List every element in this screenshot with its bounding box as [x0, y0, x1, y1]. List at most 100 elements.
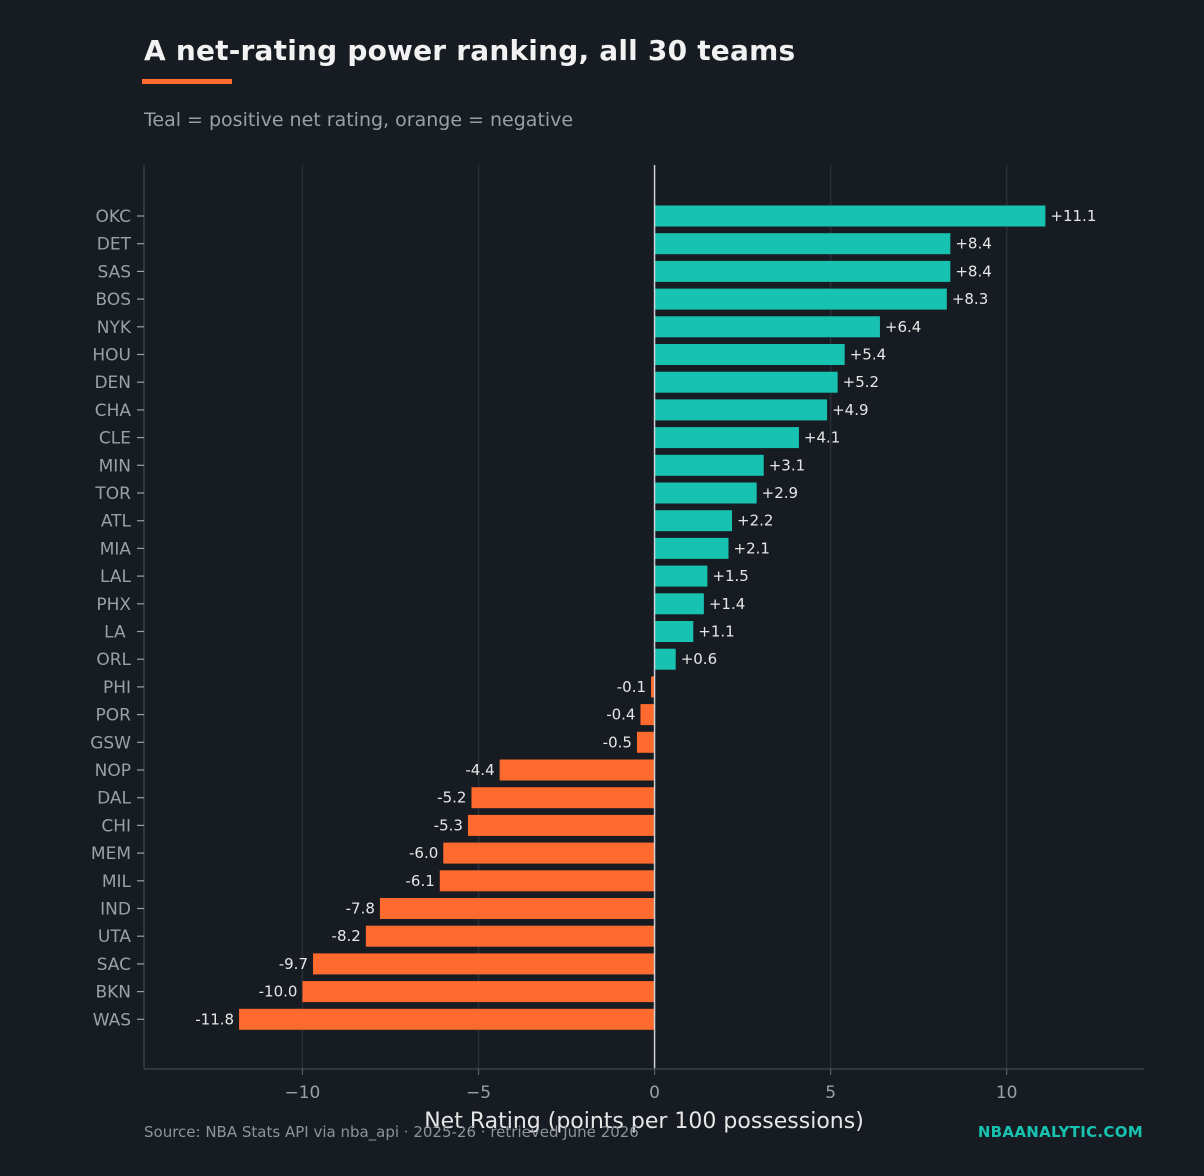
bar-atl	[654, 510, 733, 532]
value-label: -5.3	[434, 816, 463, 834]
value-label: -6.0	[409, 844, 438, 862]
x-axis-title: Net Rating (points per 100 possessions)	[424, 1109, 864, 1134]
value-label: +5.2	[843, 373, 879, 391]
y-tick-label: MEM	[91, 844, 131, 864]
bar-tor	[654, 482, 757, 504]
value-label: -6.1	[405, 872, 434, 890]
value-label: +8.4	[955, 235, 991, 253]
bar-nop	[499, 759, 655, 781]
x-tick-label: −5	[466, 1083, 491, 1103]
y-tick-label: SAS	[97, 262, 131, 282]
value-label: +3.1	[769, 456, 805, 474]
axes: −10 −5 0 5 10 OKC DET SAS BOS NYK HOU DEN CHA CLE MIN T…	[90, 165, 1144, 1103]
bar-orl	[654, 648, 676, 670]
bar-sas	[654, 260, 951, 282]
value-labels: +11.1 +8.4 +8.4 +8.3 +6.4 +5.4 +5.2 +4.9 +4.1 +3.…	[195, 207, 1096, 1028]
bar-cha	[654, 399, 828, 421]
value-label: +1.4	[709, 595, 745, 613]
title-accent-underline	[142, 79, 232, 84]
value-label: +8.3	[952, 290, 988, 308]
y-tick-label: DET	[97, 235, 132, 255]
value-label: -10.0	[259, 983, 298, 1001]
value-label: +2.1	[734, 539, 770, 557]
bar-por	[640, 704, 655, 726]
y-tick-label: TOR	[94, 484, 131, 504]
value-label: +11.1	[1050, 207, 1096, 225]
bar-bos	[654, 288, 947, 310]
y-tick-label: LA	[104, 623, 131, 643]
bar-mem	[443, 842, 655, 864]
value-label: -0.5	[603, 733, 632, 751]
y-tick-label: BOS	[95, 290, 131, 310]
y-tick-label: DEN	[94, 373, 131, 393]
bar-mil	[439, 870, 655, 892]
bars	[239, 205, 1046, 1030]
y-tick-label: WAS	[93, 1010, 131, 1030]
y-tick-label: POR	[96, 706, 132, 726]
bar-bkn	[302, 981, 655, 1003]
bar-det	[654, 233, 951, 255]
value-label: +4.1	[804, 429, 840, 447]
bar-mia	[654, 537, 729, 559]
source-note: Source: NBA Stats API via nba_api · 2025…	[144, 1123, 639, 1141]
bar-was	[239, 1008, 655, 1030]
bar-ind	[379, 898, 655, 919]
value-label: +2.2	[737, 512, 773, 530]
bar-okc	[654, 205, 1046, 227]
value-label: -8.2	[332, 927, 361, 945]
x-tick-label: −10	[285, 1083, 321, 1103]
bar-uta	[365, 925, 655, 947]
value-label: +1.1	[698, 623, 734, 641]
y-tick-label: HOU	[92, 346, 131, 366]
bar-la	[654, 621, 694, 642]
bar-den	[654, 371, 838, 393]
brand-logo: NBAANALYTIC.COM	[977, 1123, 1143, 1141]
chart-title: A net-rating power ranking, all 30 teams	[144, 34, 796, 67]
value-label: -9.7	[279, 955, 308, 973]
value-label: -0.4	[606, 706, 635, 724]
x-tick-label: 5	[825, 1083, 836, 1103]
y-tick-label: MIN	[99, 456, 131, 476]
y-tick-label: NOP	[95, 761, 131, 781]
bar-cle	[654, 427, 799, 449]
y-tick-label: BKN	[95, 983, 131, 1003]
value-label: +6.4	[885, 318, 921, 336]
bar-sac	[313, 953, 655, 975]
y-tick-label: PHX	[96, 595, 131, 615]
value-label: +1.5	[712, 567, 748, 585]
bar-dal	[471, 787, 655, 809]
y-tick-label: SAC	[97, 955, 131, 975]
y-tick-label: LAL	[100, 567, 131, 587]
y-tick-label: CHI	[101, 816, 131, 836]
y-tick-label: IND	[100, 900, 131, 920]
value-label: +2.9	[762, 484, 798, 502]
value-label: -5.2	[437, 789, 466, 807]
bar-lal	[654, 565, 708, 587]
y-tick-label: ATL	[101, 512, 132, 532]
bar-chi	[467, 814, 655, 836]
x-tick-label: 0	[649, 1083, 660, 1103]
y-tick-label: MIL	[102, 872, 132, 892]
y-tick-label: CLE	[99, 429, 131, 449]
bar-min	[654, 454, 764, 476]
value-label: -7.8	[346, 900, 375, 918]
value-label: -11.8	[195, 1010, 234, 1028]
y-tick-label: OKC	[96, 207, 131, 227]
bar-phx	[654, 593, 704, 615]
y-tick-label: UTA	[98, 927, 132, 947]
y-tick-label: CHA	[95, 401, 132, 421]
chart-subtitle: Teal = positive net rating, orange = neg…	[144, 109, 574, 131]
y-tick-label: DAL	[97, 789, 131, 809]
y-tick-label: MIA	[100, 539, 132, 559]
bar-hou	[654, 344, 845, 365]
value-label: +4.9	[832, 401, 868, 419]
value-label: -4.4	[465, 761, 494, 779]
y-tick-label: ORL	[96, 650, 131, 670]
bar-gsw	[636, 731, 655, 753]
y-tick-label: GSW	[90, 733, 131, 753]
y-tick-label: NYK	[97, 318, 132, 338]
y-tick-label: PHI	[103, 678, 131, 698]
value-label: +8.4	[955, 262, 991, 280]
value-label: +5.4	[850, 346, 886, 364]
